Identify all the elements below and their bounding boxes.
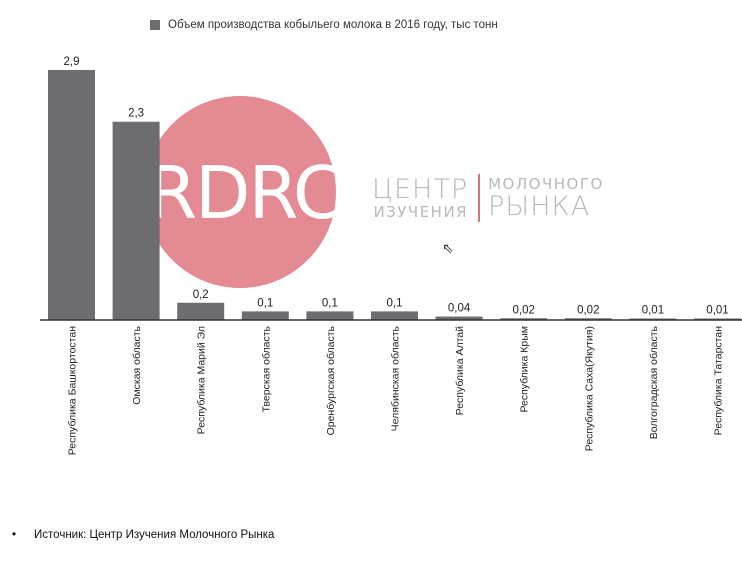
logo-word-center: ЦЕНТР [372,174,469,205]
bar-value-label: 2,3 [128,108,144,120]
logo-circle-text: RDRC [147,151,341,235]
category-label: Тверская область [260,325,272,412]
bar-value-label: 0,02 [577,304,599,316]
bar-value-label: 0,1 [322,297,338,309]
bar-value-label: 2,9 [64,56,80,68]
legend-swatch [150,20,160,30]
logo-text: ЦЕНТР ИЗУЧЕНИЯ МОЛОЧНОГО РЫНКА [372,174,604,222]
bar [112,121,160,320]
legend-label: Объем производства кобыльего молока в 20… [168,19,498,31]
category-labels-group: Республика Башкортостан Омская область Рес… [67,325,725,455]
source-bullet: • [12,529,17,541]
bar-value-label: 0,1 [387,297,403,309]
bar-value-label: 0,2 [193,289,209,301]
bar [241,311,289,320]
bar-value-label: 0,01 [706,305,728,317]
value-labels-group: 2,9 2,3 0,2 0,1 0,1 0,1 0,04 0,02 0,02 0,01 0,01 [64,56,729,317]
category-label: Республика Марий Эл [196,326,208,434]
category-label: Оренбургская область [325,325,337,435]
source-note: • Источник: Центр Изучения Молочного Рын… [12,529,274,541]
source-text: Источник: Центр Изучения Молочного Рынка [34,529,275,541]
category-label: Республика Башкортостан [67,326,79,455]
logo-separator [478,174,481,222]
mouse-cursor-icon: ⇖ [442,240,454,256]
bar-value-label: 0,1 [257,297,273,309]
bar [435,316,483,320]
bar [564,318,612,320]
legend: Объем производства кобыльего молока в 20… [150,19,498,31]
category-label: Челябинская область [390,325,402,431]
category-label: Омская область [131,325,143,404]
category-label: Республика Саха(Якутия) [583,326,595,451]
logo-word-dairy: МОЛОЧНОГО [488,174,604,193]
logo-word-market: РЫНКА [488,190,591,222]
logo-left-col: ЦЕНТР ИЗУЧЕНИЯ [372,176,468,220]
bars-group [48,70,741,320]
logo-circle [144,96,336,288]
logo-right-col: МОЛОЧНОГО РЫНКА [488,174,604,222]
bar-value-label: 0,02 [513,304,535,316]
bar [371,311,418,320]
bar-value-label: 0,04 [448,303,471,315]
category-label: Республика Алтай [454,326,466,415]
bar [500,318,548,320]
category-label: Республика Татарстан [713,326,725,436]
category-label: Республика Крым [519,326,531,413]
bar [306,311,354,320]
logo-circle-group: RDRC [144,96,343,288]
category-label: Волгоградская область [648,325,660,439]
logo-word-study: ИЗУЧЕНИЯ [373,203,469,221]
bar [48,70,95,320]
bar [177,302,225,320]
bar-value-label: 0,01 [642,305,664,317]
